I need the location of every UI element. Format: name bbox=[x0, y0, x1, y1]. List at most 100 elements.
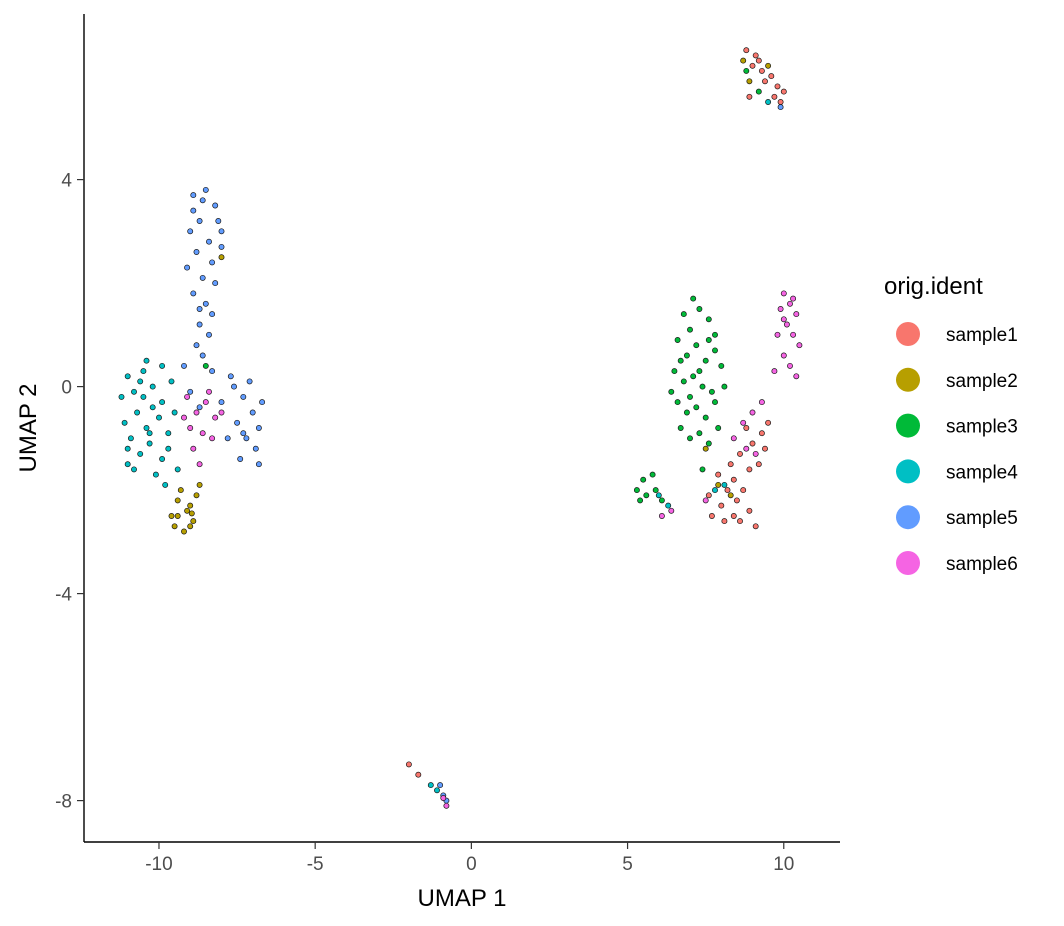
sample1-point bbox=[762, 445, 768, 452]
sample5-point bbox=[215, 218, 222, 224]
y-tick-label: 0 bbox=[61, 378, 72, 399]
sample4-point bbox=[140, 393, 147, 400]
y-tick-label: -4 bbox=[55, 585, 72, 606]
sample1-point bbox=[415, 771, 422, 778]
sample5-point bbox=[209, 259, 216, 266]
sample5-point bbox=[212, 280, 219, 287]
sample6-point bbox=[440, 795, 447, 801]
sample3-point bbox=[690, 373, 697, 380]
sample6-point bbox=[202, 399, 209, 406]
sample3-point bbox=[680, 378, 687, 385]
sample3-point bbox=[643, 492, 650, 499]
sample6-point bbox=[793, 311, 800, 318]
sample1-point bbox=[733, 497, 740, 504]
sample3-point bbox=[649, 471, 656, 478]
sample1-point bbox=[746, 93, 753, 100]
sample5-point bbox=[209, 368, 216, 375]
sample3-point bbox=[674, 337, 681, 343]
sample6-point bbox=[218, 409, 225, 416]
sample4-point bbox=[127, 435, 134, 442]
sample4-point bbox=[131, 388, 137, 395]
sample1-point bbox=[762, 78, 768, 85]
sample1-point bbox=[780, 88, 787, 95]
sample2-point bbox=[168, 513, 175, 519]
legend-key-sample3 bbox=[896, 413, 920, 438]
sample1-point bbox=[737, 450, 743, 457]
sample3-point bbox=[743, 67, 750, 74]
sample3-point bbox=[699, 383, 706, 390]
sample3-point bbox=[680, 311, 687, 318]
x-tick-label: -5 bbox=[307, 854, 324, 875]
sample5-point bbox=[190, 207, 197, 214]
sample4-point bbox=[655, 492, 662, 499]
sample5-point bbox=[237, 456, 244, 462]
sample6-point bbox=[771, 368, 778, 375]
sample5-point bbox=[184, 264, 191, 271]
sample5-point bbox=[199, 274, 206, 281]
sample4-point bbox=[159, 456, 166, 462]
sample1-point bbox=[721, 518, 728, 525]
x-axis-title: UMAP 1 bbox=[418, 885, 507, 912]
sample4-point bbox=[162, 481, 169, 488]
x-tick-label: 0 bbox=[466, 854, 477, 875]
sample3-point bbox=[693, 404, 700, 411]
sample5-point bbox=[202, 300, 209, 307]
sample1-point bbox=[755, 57, 762, 64]
sample4-point bbox=[137, 450, 144, 457]
sample3-point bbox=[715, 425, 722, 431]
sample4-point bbox=[152, 471, 159, 478]
sample5-point bbox=[437, 782, 444, 789]
sample2-point bbox=[196, 481, 203, 488]
sample4-point bbox=[434, 787, 440, 794]
sample5-point bbox=[255, 425, 262, 431]
sample5-point bbox=[243, 435, 250, 442]
sample6-point bbox=[443, 802, 450, 809]
sample2-point bbox=[190, 518, 197, 525]
sample6-point bbox=[212, 414, 219, 421]
sample1-point bbox=[755, 461, 762, 468]
x-tick-label: 10 bbox=[773, 854, 794, 875]
sample6-point bbox=[209, 435, 216, 442]
sample3-point bbox=[705, 337, 712, 343]
sample5-point bbox=[240, 430, 247, 437]
y-tick-label: -8 bbox=[55, 792, 72, 813]
sample1-point bbox=[746, 466, 753, 473]
sample4-point bbox=[143, 357, 150, 364]
sample6-point bbox=[181, 414, 187, 421]
sample1-point bbox=[749, 62, 756, 69]
sample5-point bbox=[190, 192, 197, 199]
sample2-point bbox=[727, 492, 734, 499]
sample5-point bbox=[218, 399, 225, 406]
sample6-point bbox=[758, 399, 765, 406]
sample6-point bbox=[206, 388, 212, 395]
sample6-point bbox=[790, 331, 797, 338]
sample4-point bbox=[721, 481, 728, 488]
sample1-point bbox=[743, 425, 750, 431]
sample4-point bbox=[665, 502, 672, 509]
sample4-point bbox=[124, 461, 131, 468]
sample2-point bbox=[181, 528, 187, 535]
sample4-point bbox=[143, 425, 150, 431]
sample6-point bbox=[783, 321, 790, 328]
sample6-point bbox=[752, 450, 759, 457]
sample5-point bbox=[190, 290, 197, 297]
sample5-point bbox=[206, 238, 212, 245]
sample4-point bbox=[140, 368, 147, 375]
sample3-point bbox=[699, 466, 706, 473]
sample5-point bbox=[224, 435, 231, 442]
sample2-point bbox=[174, 497, 181, 504]
sample4-point bbox=[427, 782, 434, 789]
sample3-point bbox=[640, 476, 647, 483]
sample5-point bbox=[234, 419, 241, 426]
sample5-point bbox=[212, 202, 219, 209]
sample1-point bbox=[752, 523, 759, 530]
sample2-point bbox=[702, 445, 709, 452]
legend-entries: sample1 sample2 sample3 sample4 sample5 sampl… bbox=[896, 322, 1018, 575]
sample6-point bbox=[658, 513, 665, 519]
sample5-point bbox=[196, 321, 203, 328]
sample3-point bbox=[671, 368, 678, 375]
points-layer bbox=[118, 47, 803, 809]
sample4-point bbox=[159, 399, 166, 406]
sample5-point bbox=[187, 228, 194, 235]
sample4-point bbox=[165, 430, 172, 437]
